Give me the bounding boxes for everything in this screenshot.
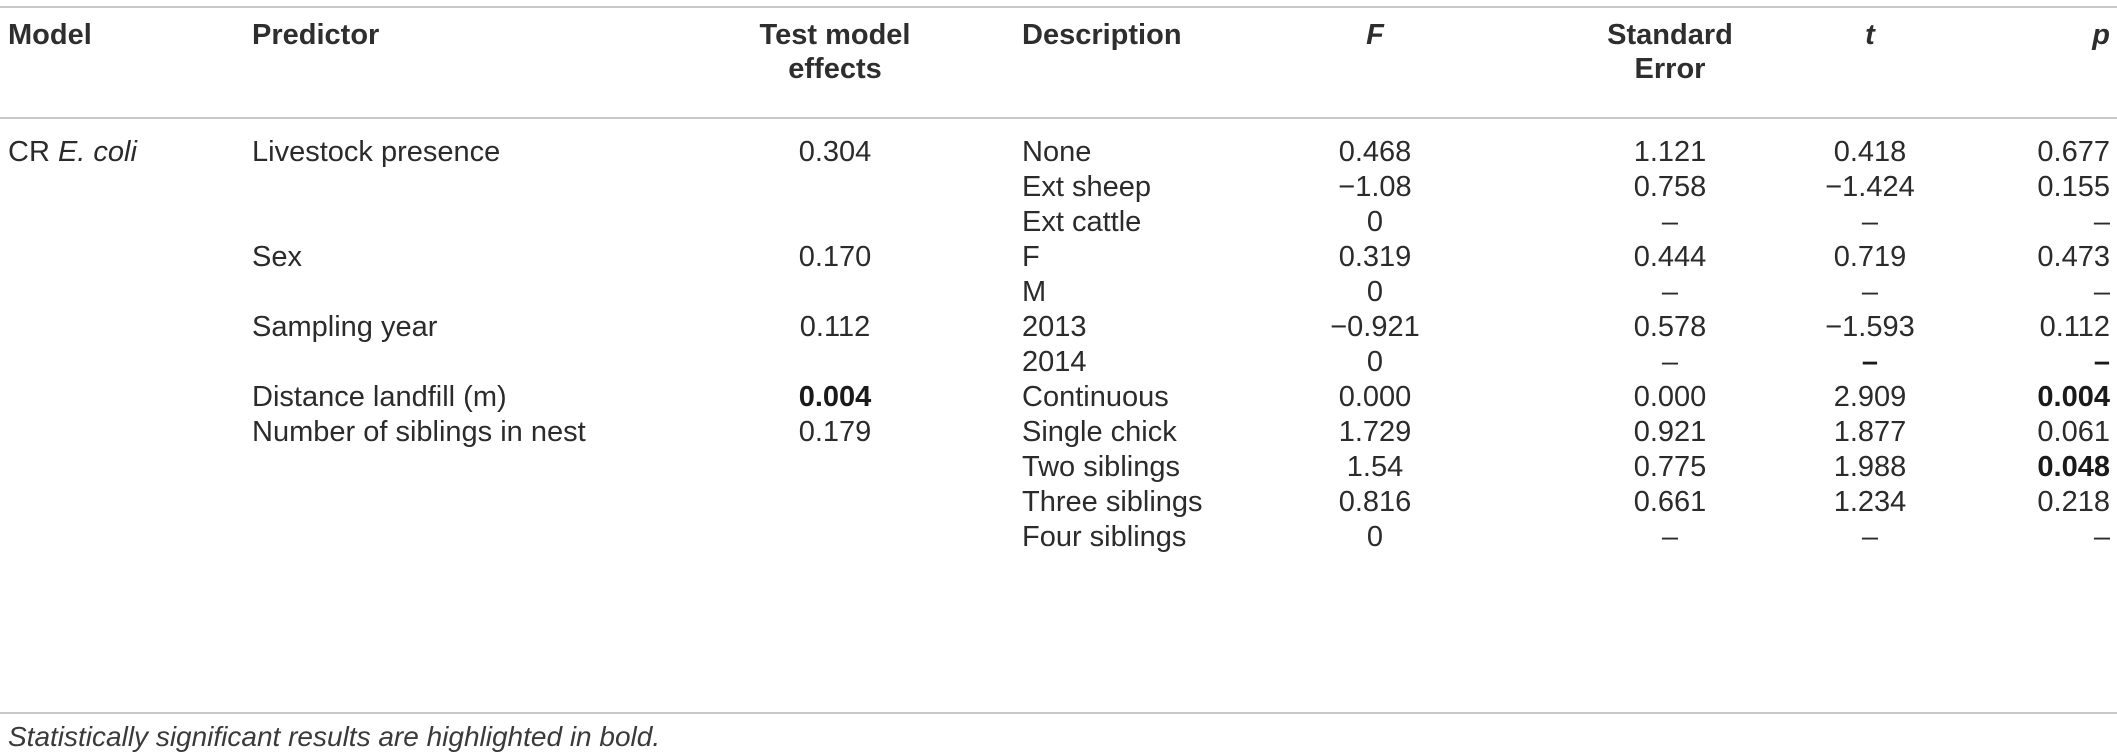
standard-error-cell: – (1661, 521, 1679, 553)
t-value-cell: – (1861, 346, 1879, 378)
t-value-cell: 1.988 (1833, 451, 1907, 483)
t-value-cell: – (1861, 521, 1879, 553)
f-value-cell: 0 (1366, 276, 1384, 308)
p-value-cell: – (2093, 276, 2110, 308)
table-bottom-rule (0, 712, 2117, 714)
header-p: p (2092, 19, 2110, 51)
table-header-rule (0, 117, 2117, 119)
description-cell: Three siblings (1022, 486, 1203, 518)
model-prefix: CR (8, 136, 58, 168)
test-effect-cell: 0.004 (798, 381, 872, 413)
header-test-effects-line2: effects (788, 53, 882, 85)
standard-error-cell: 1.121 (1633, 136, 1707, 168)
f-value-cell: 1.729 (1338, 416, 1412, 448)
standard-error-cell: 0.578 (1633, 311, 1707, 343)
t-value-cell: −1.424 (1825, 171, 1915, 203)
standard-error-cell: 0.000 (1633, 381, 1707, 413)
standard-error-cell: 0.775 (1633, 451, 1707, 483)
description-cell: Continuous (1022, 381, 1169, 413)
f-value-cell: −0.921 (1330, 311, 1420, 343)
description-cell: 2013 (1022, 311, 1087, 343)
t-value-cell: 2.909 (1833, 381, 1907, 413)
t-value-cell: – (1861, 206, 1879, 238)
t-value-cell: 1.234 (1833, 486, 1907, 518)
p-value-cell: 0.004 (2037, 381, 2110, 413)
p-value-cell: – (2093, 206, 2110, 238)
f-value-cell: 0.319 (1338, 241, 1412, 273)
standard-error-cell: 0.661 (1633, 486, 1707, 518)
table-top-rule (0, 6, 2117, 8)
p-value-cell: – (2093, 346, 2110, 378)
test-effect-cell: 0.304 (798, 136, 872, 168)
standard-error-cell: 0.921 (1633, 416, 1707, 448)
description-cell: Two siblings (1022, 451, 1180, 483)
header-standard-error-line2: Error (1634, 53, 1706, 85)
f-value-cell: 0.468 (1338, 136, 1412, 168)
f-value-cell: 0 (1366, 521, 1384, 553)
t-value-cell: 0.418 (1833, 136, 1907, 168)
predictor-cell: Distance landfill (m) (252, 381, 507, 413)
p-value-cell: 0.677 (2037, 136, 2110, 168)
f-value-cell: 0.816 (1338, 486, 1412, 518)
test-effect-cell: 0.179 (798, 416, 872, 448)
t-value-cell: −1.593 (1825, 311, 1915, 343)
p-value-cell: 0.048 (2037, 451, 2110, 483)
p-value-cell: 0.473 (2037, 241, 2110, 273)
f-value-cell: 0 (1366, 206, 1384, 238)
header-t: t (1865, 19, 1875, 51)
p-value-cell: 0.061 (2037, 416, 2110, 448)
t-value-cell: 0.719 (1833, 241, 1907, 273)
description-cell: M (1022, 276, 1047, 308)
description-cell: Ext sheep (1022, 171, 1151, 203)
p-value-cell: 0.218 (2037, 486, 2110, 518)
description-cell: 2014 (1022, 346, 1087, 378)
p-value-cell: – (2093, 521, 2110, 553)
description-cell: Four siblings (1022, 521, 1187, 553)
f-value-cell: −1.08 (1338, 171, 1412, 203)
description-cell: Single chick (1022, 416, 1177, 448)
standard-error-cell: – (1661, 206, 1679, 238)
standard-error-cell: 0.444 (1633, 241, 1707, 273)
model-name: CR E. coli (8, 135, 137, 169)
model-organism: E. coli (57, 136, 137, 168)
test-effect-cell: 0.170 (798, 241, 872, 273)
standard-error-cell: – (1661, 276, 1679, 308)
header-f: F (1366, 19, 1384, 51)
f-value-cell: 0.000 (1338, 381, 1412, 413)
p-value-cell: 0.112 (2039, 311, 2110, 343)
footnote: Statistically significant results are hi… (8, 721, 661, 752)
t-value-cell: – (1861, 276, 1879, 308)
test-effect-cell: 0.112 (799, 311, 871, 343)
predictor-cell: Livestock presence (252, 136, 501, 168)
header-description: Description (1022, 19, 1182, 51)
predictor-cell: Sex (252, 241, 302, 273)
f-value-cell: 0 (1366, 346, 1384, 378)
predictor-cell: Sampling year (252, 311, 438, 343)
standard-error-cell: 0.758 (1633, 171, 1707, 203)
header-test-effects-line1: Test model (759, 19, 911, 51)
standard-error-cell: – (1661, 346, 1679, 378)
p-value-cell: 0.155 (2037, 171, 2110, 203)
header-predictor: Predictor (252, 19, 380, 51)
description-cell: F (1022, 241, 1040, 273)
header-standard-error-line1: Standard (1607, 19, 1733, 51)
description-cell: Ext cattle (1022, 206, 1142, 238)
f-value-cell: 1.54 (1346, 451, 1404, 483)
t-value-cell: 1.877 (1833, 416, 1907, 448)
predictor-cell: Number of siblings in nest (252, 416, 586, 448)
header-model: Model (8, 19, 92, 51)
description-cell: None (1022, 136, 1092, 168)
